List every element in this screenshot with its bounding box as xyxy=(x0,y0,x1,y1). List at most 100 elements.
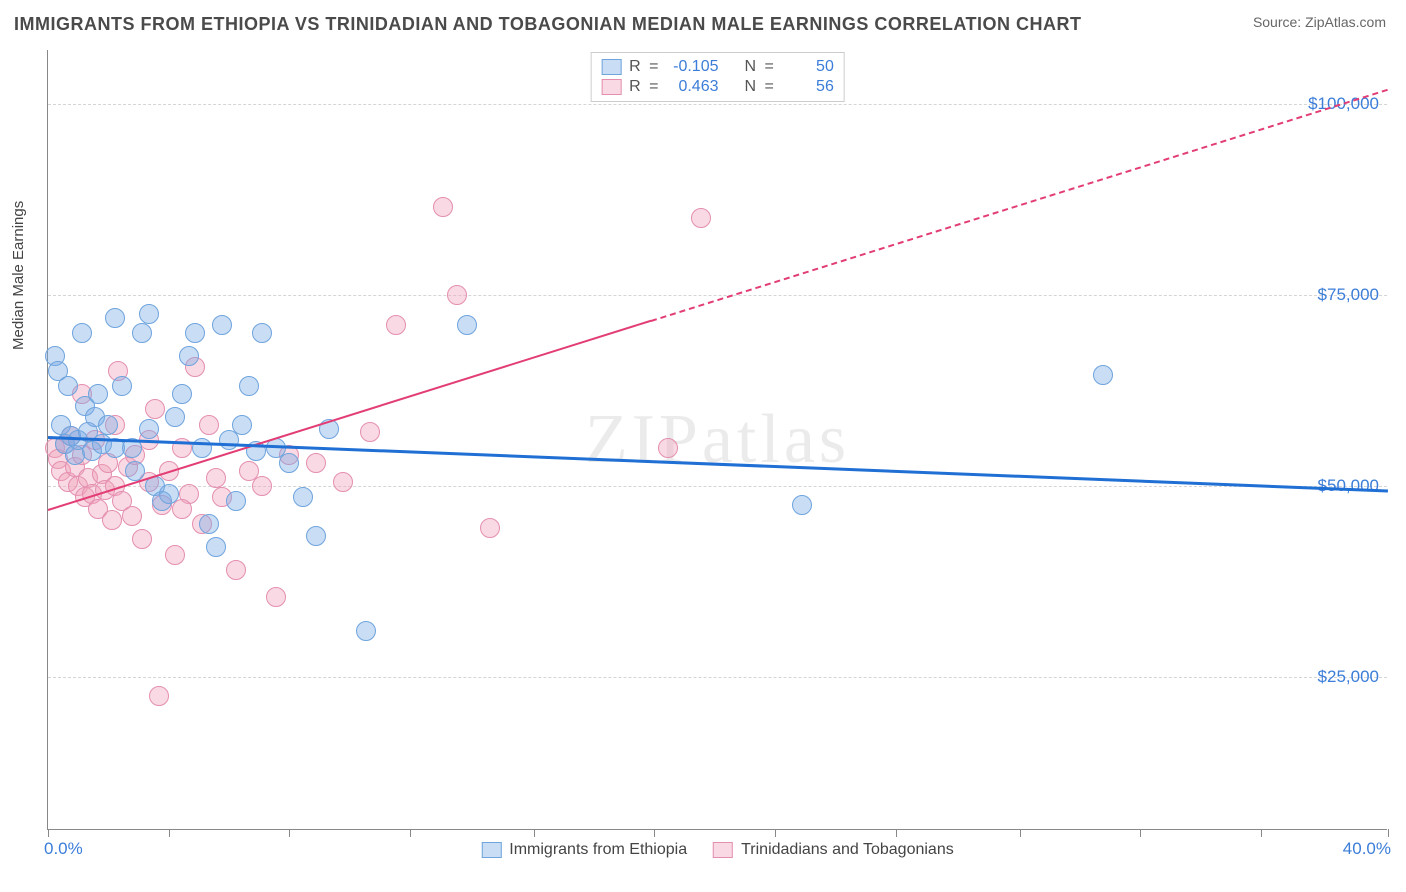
correlation-legend-row-blue: R = -0.105 N = 50 xyxy=(601,57,834,77)
scatter-chart: ZIPatlas R = -0.105 N = 50 R = 0.463 N =… xyxy=(47,50,1387,830)
y-axis-label: Median Male Earnings xyxy=(10,201,27,350)
swatch-pink-icon xyxy=(713,842,733,858)
pink-point xyxy=(145,399,165,419)
series-legend-item-blue: Immigrants from Ethiopia xyxy=(481,841,687,859)
pink-point xyxy=(252,476,272,496)
x-tick xyxy=(1261,829,1262,837)
series-legend-item-pink: Trinidadians and Tobagonians xyxy=(713,841,954,859)
pink-point xyxy=(658,438,678,458)
source-name: ZipAtlas.com xyxy=(1305,14,1386,30)
blue-point xyxy=(356,621,376,641)
swatch-pink-icon xyxy=(601,79,621,95)
blue-point xyxy=(279,453,299,473)
pink-point xyxy=(360,422,380,442)
x-tick xyxy=(410,829,411,837)
gridline xyxy=(48,677,1387,678)
y-tick-label: $75,000 xyxy=(1318,285,1379,305)
y-tick-label: $25,000 xyxy=(1318,667,1379,687)
r-label: R xyxy=(629,78,641,96)
x-tick xyxy=(534,829,535,837)
source-prefix: Source: xyxy=(1253,14,1305,30)
r-label: R xyxy=(629,58,641,76)
blue-point xyxy=(239,376,259,396)
blue-point xyxy=(232,415,252,435)
pink-point xyxy=(333,472,353,492)
gridline xyxy=(48,295,1387,296)
series-label-pink: Trinidadians and Tobagonians xyxy=(741,841,954,859)
series-label-blue: Immigrants from Ethiopia xyxy=(509,841,687,859)
blue-point xyxy=(98,415,118,435)
x-axis-min-label: 0.0% xyxy=(44,839,83,859)
correlation-legend: R = -0.105 N = 50 R = 0.463 N = 56 xyxy=(590,52,845,102)
source-attribution: Source: ZipAtlas.com xyxy=(1253,14,1386,30)
pink-point xyxy=(132,529,152,549)
x-tick xyxy=(289,829,290,837)
pink-point xyxy=(447,285,467,305)
pink-trend-dashed xyxy=(651,88,1389,321)
pink-point xyxy=(306,453,326,473)
series-legend: Immigrants from Ethiopia Trinidadians an… xyxy=(481,841,953,859)
n-value-blue: 50 xyxy=(782,58,834,76)
x-tick xyxy=(654,829,655,837)
n-label: N xyxy=(745,58,757,76)
blue-point xyxy=(72,323,92,343)
pink-point xyxy=(165,545,185,565)
chart-header: IMMIGRANTS FROM ETHIOPIA VS TRINIDADIAN … xyxy=(0,0,1406,41)
pink-point xyxy=(386,315,406,335)
r-value-blue: -0.105 xyxy=(667,58,719,76)
x-tick xyxy=(896,829,897,837)
y-tick-label: $50,000 xyxy=(1318,476,1379,496)
x-tick xyxy=(1140,829,1141,837)
blue-point xyxy=(192,438,212,458)
blue-point xyxy=(306,526,326,546)
blue-point xyxy=(185,323,205,343)
equals-sign: = xyxy=(649,78,658,96)
chart-title: IMMIGRANTS FROM ETHIOPIA VS TRINIDADIAN … xyxy=(14,14,1081,35)
blue-point xyxy=(105,308,125,328)
n-label: N xyxy=(745,78,757,96)
blue-point xyxy=(199,514,219,534)
blue-point xyxy=(206,537,226,557)
pink-point xyxy=(122,506,142,526)
equals-sign: = xyxy=(649,58,658,76)
n-value-pink: 56 xyxy=(782,78,834,96)
x-tick xyxy=(169,829,170,837)
gridline xyxy=(48,104,1387,105)
blue-point xyxy=(792,495,812,515)
pink-point xyxy=(226,560,246,580)
swatch-blue-icon xyxy=(481,842,501,858)
pink-point xyxy=(206,468,226,488)
blue-point xyxy=(125,461,145,481)
pink-point xyxy=(199,415,219,435)
blue-point xyxy=(139,419,159,439)
blue-point xyxy=(132,323,152,343)
blue-point xyxy=(1093,365,1113,385)
blue-point xyxy=(112,376,132,396)
x-axis-max-label: 40.0% xyxy=(1343,839,1391,859)
equals-sign: = xyxy=(765,78,774,96)
pink-point xyxy=(433,197,453,217)
blue-point xyxy=(159,484,179,504)
x-tick xyxy=(775,829,776,837)
blue-point xyxy=(212,315,232,335)
x-tick xyxy=(48,829,49,837)
correlation-legend-row-pink: R = 0.463 N = 56 xyxy=(601,77,834,97)
pink-point xyxy=(149,686,169,706)
pink-point xyxy=(102,510,122,530)
pink-point xyxy=(172,499,192,519)
pink-point xyxy=(691,208,711,228)
blue-point xyxy=(172,384,192,404)
blue-point xyxy=(165,407,185,427)
pink-point xyxy=(266,587,286,607)
equals-sign: = xyxy=(765,58,774,76)
blue-point xyxy=(252,323,272,343)
pink-point xyxy=(480,518,500,538)
blue-point xyxy=(88,384,108,404)
blue-point xyxy=(58,376,78,396)
gridline xyxy=(48,486,1387,487)
blue-point xyxy=(226,491,246,511)
blue-point xyxy=(293,487,313,507)
blue-point xyxy=(139,304,159,324)
x-tick xyxy=(1388,829,1389,837)
r-value-pink: 0.463 xyxy=(667,78,719,96)
